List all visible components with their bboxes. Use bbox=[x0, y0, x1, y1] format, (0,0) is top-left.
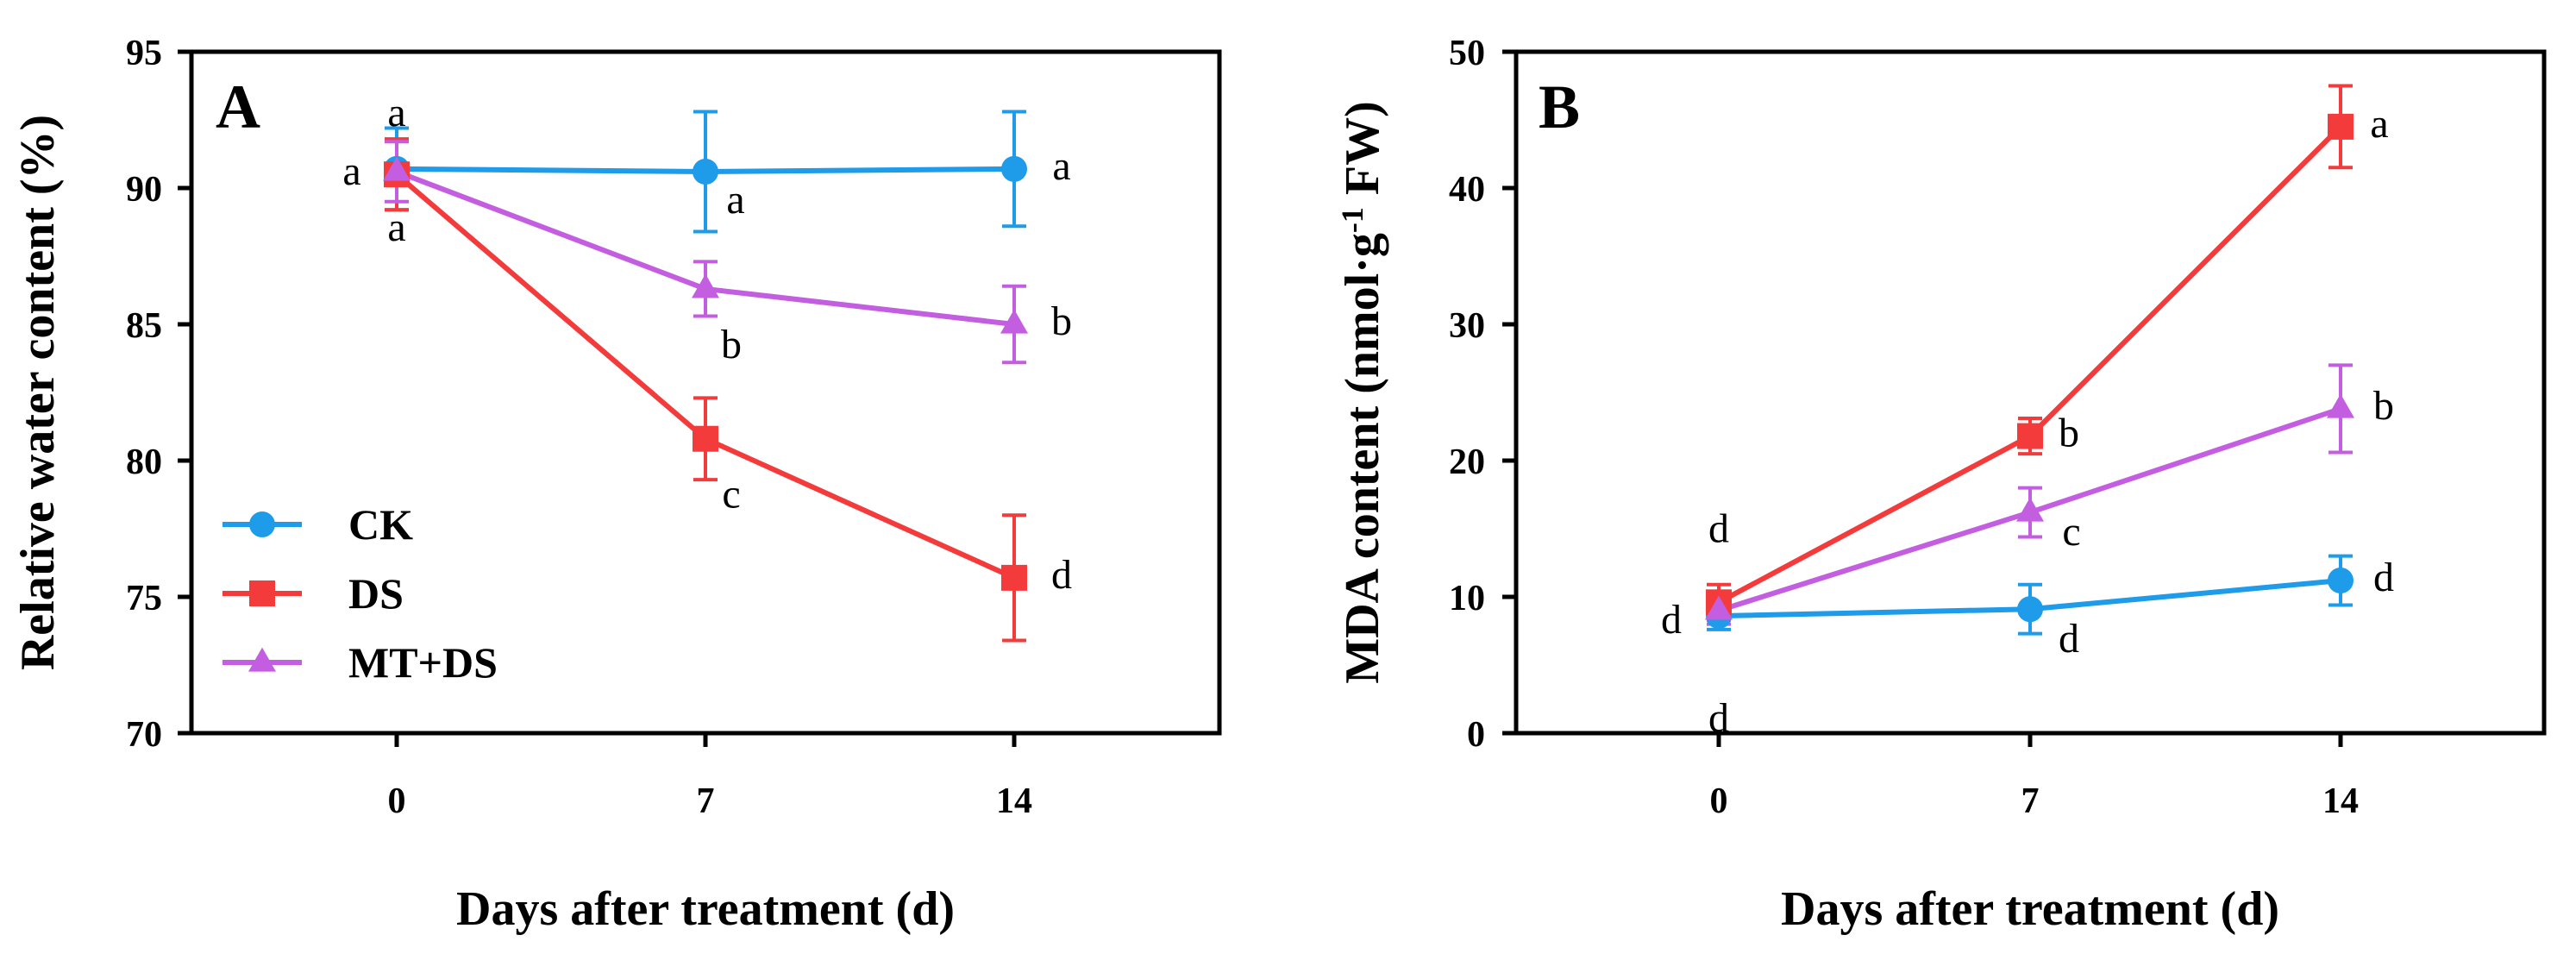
y-axis-title-superscript: -1 bbox=[1335, 207, 1369, 233]
legend-marker-ck bbox=[249, 511, 275, 537]
y-tick-label: 30 bbox=[1449, 306, 1485, 346]
x-tick-label: 0 bbox=[1710, 781, 1728, 821]
data-point-ck bbox=[693, 159, 718, 185]
y-tick-label: 95 bbox=[126, 34, 162, 73]
significance-letter: d bbox=[2059, 616, 2079, 662]
legend-label: MT+DS bbox=[348, 638, 498, 687]
data-point-mt-ds bbox=[2016, 497, 2044, 522]
y-tick-label: 70 bbox=[126, 715, 162, 755]
data-point-ds bbox=[2017, 423, 2043, 449]
y-tick-label: 80 bbox=[126, 442, 162, 482]
legend-marker-mt-ds bbox=[248, 647, 276, 672]
x-tick-label: 0 bbox=[388, 781, 406, 821]
data-point-ck bbox=[2328, 568, 2353, 594]
x-tick-label: 14 bbox=[996, 781, 1032, 821]
panel-label: A bbox=[216, 72, 260, 141]
significance-letter: d bbox=[1708, 695, 1729, 741]
y-axis-title-unit: FW) bbox=[1336, 101, 1389, 207]
y-axis-title: Relative water content (%) bbox=[11, 115, 65, 670]
significance-letter: a bbox=[2370, 101, 2388, 147]
y-axis-title: MDA content (nmol·g-1 FW) bbox=[1335, 101, 1389, 683]
data-point-mt-ds bbox=[1000, 309, 1028, 334]
data-point-mt-ds bbox=[1705, 595, 1733, 620]
significance-letter: b bbox=[721, 322, 742, 367]
x-tick-label: 7 bbox=[697, 781, 715, 821]
y-tick-label: 50 bbox=[1449, 34, 1485, 73]
y-tick-label: 10 bbox=[1449, 579, 1485, 618]
y-axis-title-main: MDA content (nmol·g bbox=[1336, 233, 1389, 684]
legend-label: CK bbox=[348, 500, 413, 549]
significance-letter: b bbox=[2373, 383, 2394, 429]
significance-letter: d bbox=[1708, 505, 1729, 551]
legend-marker-ds bbox=[249, 580, 275, 606]
panel-label: B bbox=[1539, 72, 1580, 141]
significance-letter: d bbox=[1051, 552, 1072, 598]
significance-letter: c bbox=[722, 472, 740, 518]
significance-letter: a bbox=[387, 90, 405, 135]
significance-letter: c bbox=[2062, 509, 2080, 555]
y-tick-label: 75 bbox=[126, 579, 162, 618]
data-point-ck bbox=[2017, 596, 2043, 623]
panel-a-chart: 70 75 80 85 90 95 0 7 14 Days after treatment (d)… bbox=[11, 34, 1222, 936]
data-point-ds bbox=[2328, 113, 2353, 140]
y-tick-label: 0 bbox=[1467, 715, 1485, 755]
legend-label: DS bbox=[348, 569, 404, 618]
significance-letter: d bbox=[1661, 597, 1682, 643]
x-tick-label: 14 bbox=[2322, 781, 2359, 821]
y-tick-label: 85 bbox=[126, 306, 162, 346]
data-point-ds bbox=[693, 425, 718, 452]
series-line-ds bbox=[395, 172, 1016, 580]
significance-letter: a bbox=[342, 148, 360, 194]
panel-b-chart: 0 10 20 30 40 50 0 7 14 Days after treatment (d) M… bbox=[1335, 34, 2547, 936]
x-axis-title: Days after treatment (d) bbox=[456, 882, 955, 936]
x-tick-label: 7 bbox=[2021, 781, 2040, 821]
y-tick-label: 20 bbox=[1449, 442, 1485, 482]
data-point-mt-ds bbox=[2327, 393, 2354, 418]
x-axis-title: Days after treatment (d) bbox=[1781, 882, 2279, 936]
y-tick-label: 40 bbox=[1449, 170, 1485, 210]
significance-letter: a bbox=[1052, 143, 1070, 189]
data-point-mt-ds bbox=[383, 156, 411, 181]
significance-letter: b bbox=[2059, 411, 2079, 456]
significance-letter: d bbox=[2373, 555, 2394, 600]
y-tick-label: 90 bbox=[126, 170, 162, 210]
data-point-mt-ds bbox=[692, 273, 719, 298]
data-point-ck bbox=[1001, 155, 1027, 182]
significance-letter: a bbox=[387, 204, 405, 250]
data-point-ds bbox=[1001, 564, 1027, 591]
significance-letter: b bbox=[1051, 298, 1072, 344]
significance-letter: a bbox=[726, 177, 744, 223]
